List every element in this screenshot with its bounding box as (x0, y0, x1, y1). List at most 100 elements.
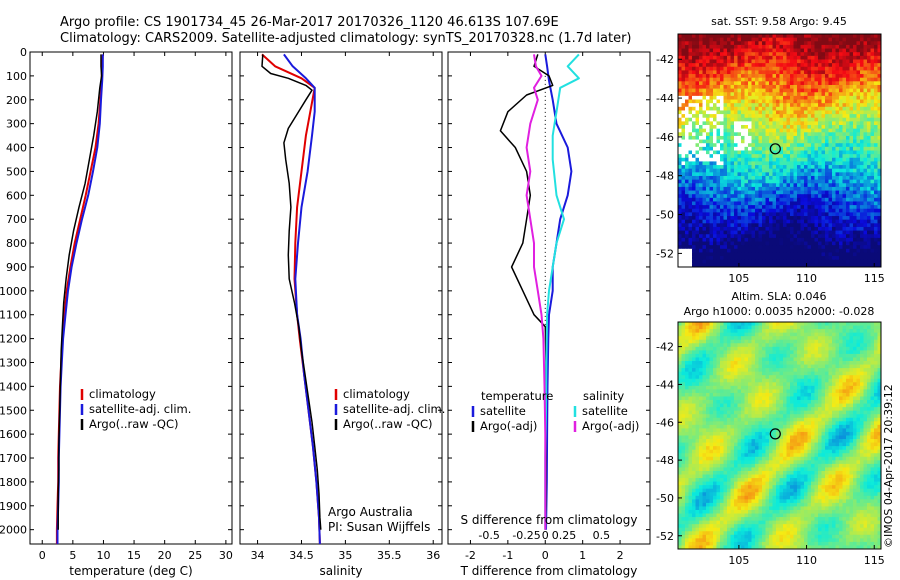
sst-cell (709, 117, 714, 122)
sst-cell (783, 205, 787, 210)
legend-label: climatology (89, 387, 156, 401)
sla-cell (807, 353, 812, 358)
sla-cell (772, 368, 777, 373)
sst-cell (793, 186, 798, 191)
sst-cell (699, 234, 703, 239)
sst-cell (790, 165, 794, 170)
sst-cell (870, 197, 875, 202)
sst-cell (765, 205, 770, 210)
sst-cell (734, 70, 738, 75)
sst-cell (856, 74, 861, 79)
sst-cell (769, 114, 773, 119)
sla-cell (765, 343, 770, 348)
sst-cell (867, 172, 871, 177)
sst-cell (846, 99, 850, 104)
sla-cell (832, 368, 836, 373)
sst-cell (751, 234, 756, 239)
sla-cell (849, 322, 854, 326)
sla-cell (713, 353, 717, 358)
sla-cell (828, 357, 833, 362)
sst-cell (874, 245, 878, 250)
sla-cell (825, 343, 829, 348)
sst-cell (762, 34, 766, 39)
sst-cell (835, 99, 840, 104)
sla-cell (779, 357, 784, 362)
sst-cell (811, 154, 815, 159)
sst-cell (877, 259, 881, 264)
sst-cell (814, 186, 819, 191)
sla-cell (751, 350, 756, 355)
sst-cell (723, 143, 728, 148)
sst-cell (832, 125, 836, 130)
sla-cell (730, 339, 735, 344)
sst-cell (720, 150, 724, 155)
sla-cell (762, 336, 766, 341)
sla-cell (877, 353, 881, 358)
sst-cell (720, 252, 724, 257)
sla-cell (692, 361, 696, 365)
sst-cell (706, 128, 710, 133)
sst-cell (863, 70, 868, 75)
sst-cell (723, 248, 728, 253)
sst-cell (800, 161, 805, 166)
sla-cell (863, 346, 868, 351)
sst-cell (797, 237, 801, 242)
sst-cell (814, 77, 819, 82)
sst-cell (828, 99, 833, 104)
sst-cell (713, 172, 717, 177)
sst-cell (744, 263, 749, 267)
sst-cell (744, 223, 749, 228)
sst-cell (793, 172, 798, 177)
sst-cell (755, 212, 759, 217)
sst-cell (748, 77, 752, 82)
sst-cell (863, 165, 868, 170)
sst-cell (678, 245, 682, 250)
sla-cell (772, 343, 777, 348)
sst-cell (863, 103, 868, 108)
sst-cell (741, 157, 745, 162)
sst-cell (783, 103, 787, 108)
sst-cell (877, 125, 881, 130)
sst-cell (713, 41, 717, 46)
sst-cell (727, 183, 731, 188)
sst-cell (804, 44, 808, 49)
sst-cell (835, 256, 840, 261)
series-line (57, 54, 103, 530)
sst-cell (807, 226, 812, 231)
sst-cell (702, 230, 707, 235)
sla-cell (755, 371, 759, 376)
sla-cell (828, 343, 833, 348)
sla-cell (755, 350, 759, 355)
sla-cell (797, 336, 801, 341)
sst-cell (685, 139, 689, 144)
sla-cell (835, 332, 840, 337)
sla-cell (825, 339, 829, 344)
sst-cell (800, 125, 805, 130)
sst-cell (720, 172, 724, 177)
sst-cell (779, 37, 784, 42)
sst-cell (790, 132, 794, 137)
sst-cell (716, 34, 721, 39)
sla-cell (874, 361, 878, 365)
sst-cell (842, 197, 847, 202)
sst-cell (678, 128, 682, 133)
sst-cell (744, 70, 749, 75)
sla-cell (814, 346, 819, 351)
sst-cell (720, 161, 724, 166)
sst-cell (734, 172, 738, 177)
sst-cell (818, 237, 822, 242)
sst-cell (846, 165, 850, 170)
sst-cell (783, 143, 787, 148)
sst-cell (769, 117, 773, 122)
sst-cell (776, 219, 780, 224)
sla-cell (856, 350, 861, 355)
sst-cell (800, 99, 805, 104)
sla-cell (695, 371, 700, 376)
sst-cell (765, 117, 770, 122)
sst-cell (713, 201, 717, 206)
sst-cell (842, 205, 847, 210)
sst-cell (748, 223, 752, 228)
sst-cell (793, 74, 798, 79)
sst-cell (804, 226, 808, 231)
legend-label: Argo(..raw -QC) (343, 417, 433, 431)
